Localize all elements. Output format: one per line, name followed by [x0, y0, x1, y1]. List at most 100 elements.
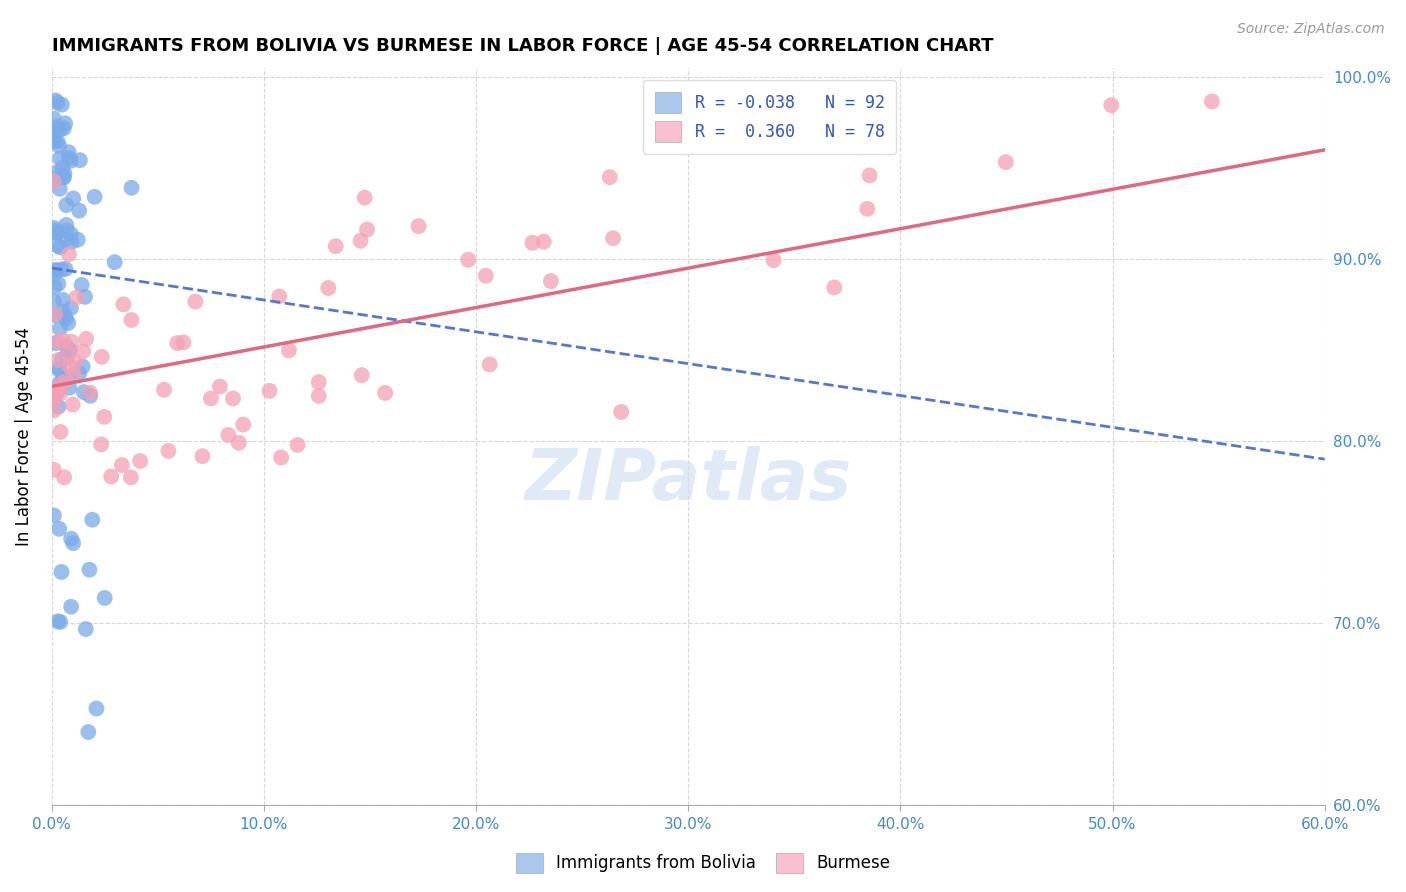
- Point: [51, 352, 73, 367]
- Text: Source: ZipAtlas.com: Source: ZipAtlas.com: [1237, 22, 1385, 37]
- Text: IMMIGRANTS FROM BOLIVIA VS BURMESE IN LABOR FORCE | AGE 45-54 CORRELATION CHART: IMMIGRANTS FROM BOLIVIA VS BURMESE IN LA…: [52, 37, 993, 55]
- Point: [42, 463, 65, 477]
- Point: [46, 95, 69, 110]
- Point: [46, 134, 69, 148]
- Point: [60, 532, 83, 546]
- Point: [408, 219, 430, 234]
- Point: [58, 346, 80, 360]
- Point: [48, 376, 70, 391]
- Point: [55, 340, 77, 354]
- Point: [49, 378, 72, 392]
- Point: [42, 508, 65, 523]
- Point: [610, 405, 633, 419]
- Point: [44, 279, 66, 293]
- Point: [994, 155, 1017, 169]
- Point: [63, 368, 86, 382]
- Point: [90, 350, 112, 364]
- Point: [42, 308, 65, 322]
- Point: [55, 233, 77, 247]
- Point: [42, 267, 65, 281]
- Point: [67, 203, 90, 218]
- Point: [42, 124, 65, 138]
- Point: [172, 335, 194, 350]
- Point: [48, 360, 70, 375]
- Point: [73, 385, 96, 400]
- Point: [59, 227, 82, 241]
- Point: [44, 135, 66, 149]
- Point: [52, 373, 75, 387]
- Point: [59, 301, 82, 315]
- Point: [52, 170, 75, 185]
- Point: [111, 458, 134, 472]
- Point: [49, 386, 72, 401]
- Point: [51, 565, 73, 579]
- Point: [79, 389, 101, 403]
- Point: [121, 180, 143, 194]
- Legend: R = -0.038   N = 92, R =  0.360   N = 78: R = -0.038 N = 92, R = 0.360 N = 78: [643, 80, 896, 153]
- Point: [44, 307, 66, 321]
- Point: [45, 94, 67, 108]
- Point: [46, 239, 69, 253]
- Point: [522, 235, 544, 250]
- Point: [83, 190, 105, 204]
- Text: ZIPatlas: ZIPatlas: [524, 446, 852, 516]
- Point: [51, 97, 73, 112]
- Point: [79, 563, 101, 577]
- Point: [44, 384, 66, 399]
- Point: [59, 343, 82, 357]
- Point: [58, 145, 80, 160]
- Point: [51, 262, 73, 277]
- Point: [62, 536, 84, 550]
- Point: [208, 379, 231, 393]
- Point: [475, 268, 498, 283]
- Point: [308, 389, 330, 403]
- Point: [49, 615, 72, 629]
- Point: [858, 169, 880, 183]
- Point: [55, 262, 77, 277]
- Legend: Immigrants from Bolivia, Burmese: Immigrants from Bolivia, Burmese: [509, 847, 897, 880]
- Point: [316, 281, 339, 295]
- Point: [325, 239, 347, 253]
- Point: [46, 384, 69, 399]
- Point: [42, 112, 65, 126]
- Point: [42, 294, 65, 309]
- Point: [69, 153, 91, 168]
- Point: [1201, 95, 1223, 109]
- Point: [60, 235, 83, 249]
- Point: [55, 311, 77, 326]
- Point: [269, 289, 291, 303]
- Point: [308, 375, 330, 389]
- Point: [599, 170, 621, 185]
- Point: [55, 224, 77, 238]
- Point: [1099, 98, 1122, 112]
- Point: [356, 222, 378, 236]
- Point: [104, 255, 127, 269]
- Point: [52, 169, 75, 184]
- Point: [46, 226, 69, 240]
- Point: [86, 701, 108, 715]
- Point: [44, 390, 66, 404]
- Point: [100, 469, 122, 483]
- Point: [90, 437, 112, 451]
- Point: [73, 290, 96, 304]
- Point: [49, 152, 72, 166]
- Point: [44, 221, 66, 235]
- Point: [60, 599, 83, 614]
- Point: [46, 353, 69, 368]
- Point: [63, 356, 86, 370]
- Point: [228, 435, 250, 450]
- Point: [48, 363, 70, 377]
- Point: [157, 443, 180, 458]
- Point: [77, 725, 100, 739]
- Point: [82, 513, 104, 527]
- Point: [270, 450, 292, 465]
- Point: [93, 409, 115, 424]
- Point: [121, 313, 143, 327]
- Point: [191, 449, 214, 463]
- Point: [42, 392, 65, 407]
- Point: [42, 130, 65, 145]
- Point: [67, 367, 90, 381]
- Point: [217, 428, 239, 442]
- Point: [457, 252, 479, 267]
- Point: [65, 290, 87, 304]
